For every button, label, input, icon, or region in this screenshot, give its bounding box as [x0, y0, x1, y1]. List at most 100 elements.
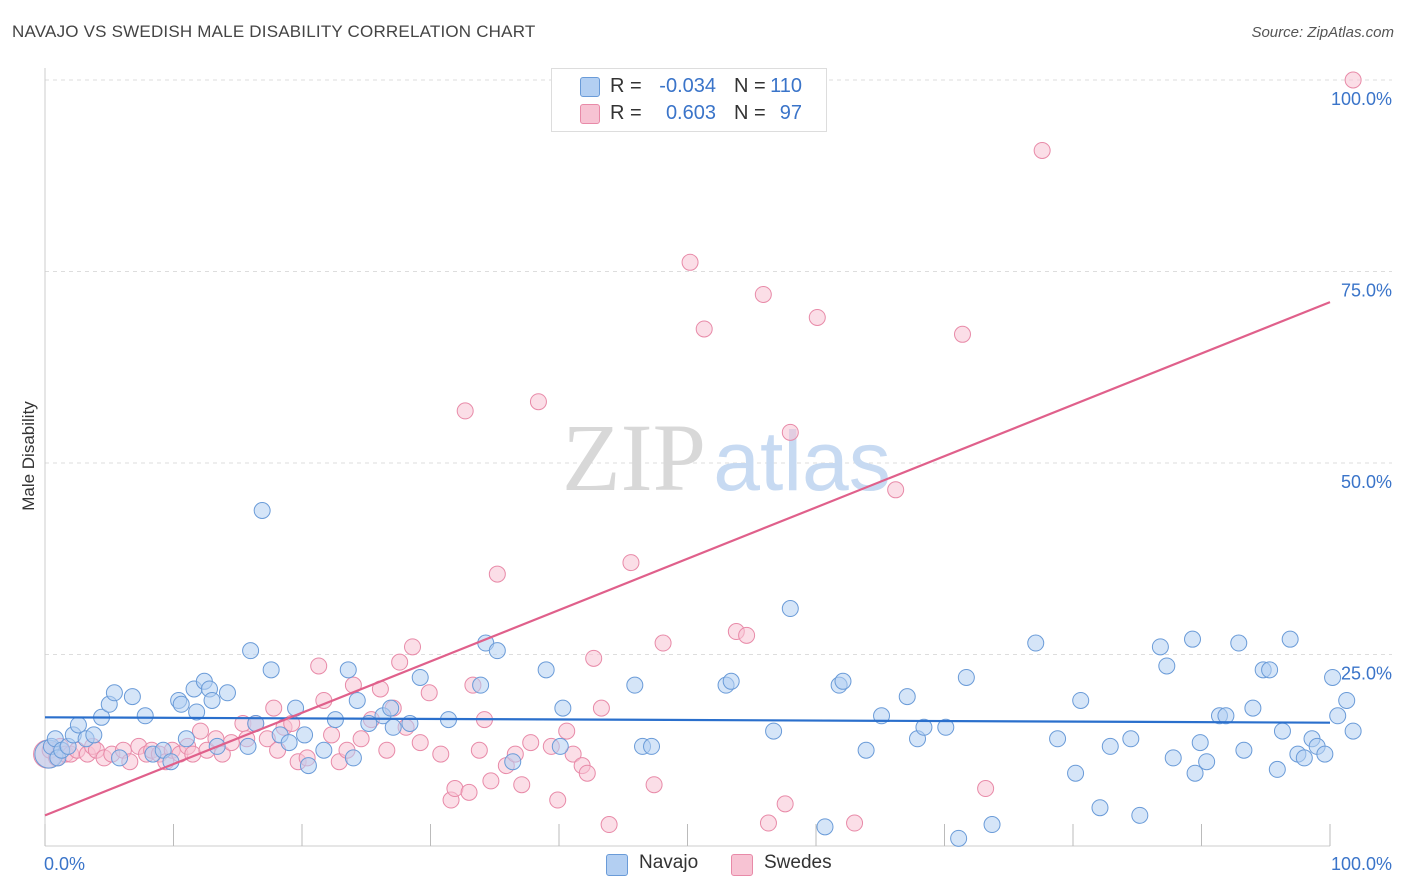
navajo-point — [1230, 634, 1248, 652]
navajo-point — [472, 676, 490, 694]
legend-n-label: N = — [734, 75, 766, 97]
watermark-atlas: atlas — [713, 414, 890, 508]
source-label: Source: ZipAtlas.com — [1251, 24, 1394, 41]
navajo-point — [1191, 734, 1209, 752]
swedes-point — [754, 285, 772, 303]
swedes-point — [404, 638, 422, 656]
swedes-point — [808, 308, 826, 326]
navajo-point — [280, 734, 298, 752]
swedes-point — [564, 745, 582, 763]
swedes-point — [432, 745, 450, 763]
legend-n-value: 97 — [779, 102, 802, 124]
y-tick-label: 100.0% — [1331, 89, 1392, 109]
swedes-legend-swatch — [731, 854, 753, 876]
x-tick-label: 100.0% — [1331, 854, 1392, 874]
navajo-point — [239, 737, 257, 755]
navajo-point — [296, 726, 314, 744]
swedes-point — [578, 764, 596, 782]
navajo-point — [898, 688, 916, 706]
swedes-point — [310, 657, 328, 675]
navajo-point — [950, 829, 968, 847]
swedes-swatch — [580, 104, 600, 124]
grid-layer — [45, 79, 1392, 655]
y-tick-label: 25.0% — [1341, 664, 1392, 684]
swedes-point — [776, 795, 794, 813]
swedes-point — [529, 393, 547, 411]
navajo-point — [983, 816, 1001, 834]
trend-layer — [44, 301, 1331, 817]
navajo-point — [1184, 630, 1202, 648]
navajo-trend-line — [44, 716, 1331, 724]
swedes-point — [592, 699, 610, 717]
swedes-point — [977, 780, 995, 798]
swedes-point — [585, 649, 603, 667]
navajo-point — [1329, 707, 1347, 725]
navajo-point — [1244, 699, 1262, 717]
navajo-point — [643, 737, 661, 755]
navajo-point — [384, 718, 402, 736]
swedes-point — [600, 816, 618, 834]
navajo-point — [488, 642, 506, 660]
legend-row-navajo: R = -0.034 N = 110 — [552, 73, 826, 101]
swedes-point — [654, 634, 672, 652]
legend-n-value: 110 — [770, 75, 802, 97]
legend-r-value: 0.603 — [665, 102, 716, 124]
navajo-point — [816, 818, 834, 836]
navajo-legend-label: Navajo — [639, 852, 699, 873]
navajo-point — [722, 672, 740, 690]
navajo-point — [348, 691, 366, 709]
legend-r-label: R = — [610, 75, 642, 97]
navajo-point — [915, 718, 933, 736]
swedes-point — [738, 626, 756, 644]
swedes-point — [352, 730, 370, 748]
swedes-point — [622, 554, 640, 572]
navajo-point — [1091, 799, 1109, 817]
swedes-point — [460, 783, 478, 801]
navajo-point — [1261, 661, 1279, 679]
navajo-point — [626, 676, 644, 694]
swedes-point — [1033, 141, 1051, 159]
navajo-point — [177, 730, 195, 748]
navajo-point — [834, 672, 852, 690]
navajo-point — [85, 726, 103, 744]
navajo-point — [1164, 749, 1182, 767]
navajo-point — [253, 501, 271, 519]
navajo-point — [1122, 730, 1140, 748]
navajo-point — [1186, 764, 1204, 782]
navajo-point — [172, 695, 190, 713]
swedes-point — [887, 481, 905, 499]
navajo-point — [105, 684, 123, 702]
y-tick-label: 50.0% — [1341, 472, 1392, 492]
navajo-point — [857, 741, 875, 759]
swedes-point — [645, 776, 663, 794]
navajo-point — [504, 753, 522, 771]
navajo-point — [382, 699, 400, 717]
navajo-point — [1235, 741, 1253, 759]
navajo-point — [957, 668, 975, 686]
navajo-point — [1316, 745, 1334, 763]
navajo-point — [1338, 691, 1356, 709]
swedes-point — [191, 722, 209, 740]
swedes-point — [482, 772, 500, 790]
bottom-legend-swedes: Swedes — [731, 852, 851, 876]
swedes-point — [470, 741, 488, 759]
x-tick-label: 0.0% — [44, 854, 85, 874]
swedes-point — [378, 741, 396, 759]
swedes-point — [323, 726, 341, 744]
axis-layer — [44, 68, 1331, 847]
swedes-point — [558, 722, 576, 740]
swedes-legend-label: Swedes — [764, 852, 832, 873]
y-tick-label: 75.0% — [1341, 281, 1392, 301]
swedes-point — [446, 780, 464, 798]
navajo-legend-swatch — [606, 854, 628, 876]
navajo-point — [1344, 722, 1362, 740]
chart-title: NAVAJO VS SWEDISH MALE DISABILITY CORREL… — [12, 22, 536, 41]
navajo-point — [1198, 753, 1216, 771]
navajo-point — [188, 703, 206, 721]
navajo-point — [218, 684, 236, 702]
y-axis-label: Male Disability — [19, 401, 38, 511]
swedes-point — [549, 791, 567, 809]
navajo-point — [1273, 722, 1291, 740]
navajo-swatch — [580, 77, 600, 97]
